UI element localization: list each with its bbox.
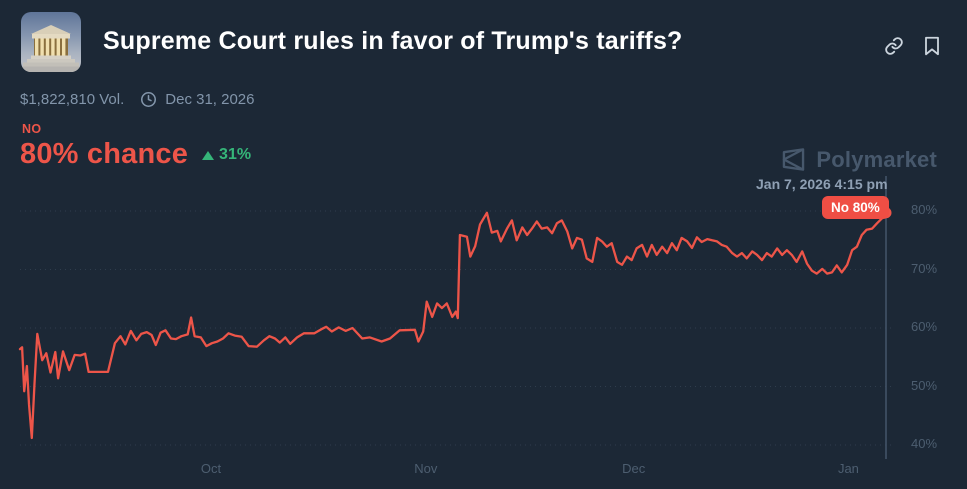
arrow-up-icon <box>202 150 215 160</box>
change-value: 31% <box>219 145 252 163</box>
link-icon <box>884 37 904 59</box>
y-axis-label: 40% <box>911 436 938 451</box>
supreme-court-image <box>21 25 81 72</box>
header-actions <box>884 35 941 57</box>
x-axis-label: Dec <box>622 461 646 476</box>
chance-value: 80% chance <box>20 138 189 170</box>
market-meta: $1,822,810 Vol. Dec 31, 2026 <box>20 91 255 108</box>
copy-link-button[interactable] <box>884 36 904 56</box>
tooltip-price-badge: No 80% <box>822 196 889 219</box>
volume-text: $1,822,810 Vol. <box>20 91 125 108</box>
page-title: Supreme Court rules in favor of Trump's … <box>103 27 683 55</box>
market-avatar <box>21 12 81 72</box>
bookmark-icon <box>923 36 941 60</box>
y-axis-label: 60% <box>911 319 938 334</box>
chance-row: 80% chance 31% <box>20 138 251 171</box>
x-axis-label: Nov <box>414 461 438 476</box>
gridlines <box>20 210 893 446</box>
polymarket-logo-icon <box>780 146 807 173</box>
end-date-text: Dec 31, 2026 <box>165 91 255 108</box>
outcome-label: NO <box>22 122 42 136</box>
clock-icon <box>140 91 157 108</box>
y-axis-label: 70% <box>911 260 938 276</box>
x-axis-label: Oct <box>200 461 222 476</box>
tooltip-timestamp: Jan 7, 2026 4:15 pm <box>756 176 888 192</box>
polymarket-wordmark: Polymarket <box>816 146 937 172</box>
bookmark-button[interactable] <box>923 35 941 57</box>
price-change: 31% <box>202 146 251 164</box>
x-axis-label: Jan <box>837 461 859 476</box>
y-axis-label: 50% <box>911 377 938 393</box>
y-axis-label: 80% <box>911 202 938 217</box>
price-line <box>18 211 888 440</box>
polymarket-watermark: Polymarket <box>780 146 937 173</box>
